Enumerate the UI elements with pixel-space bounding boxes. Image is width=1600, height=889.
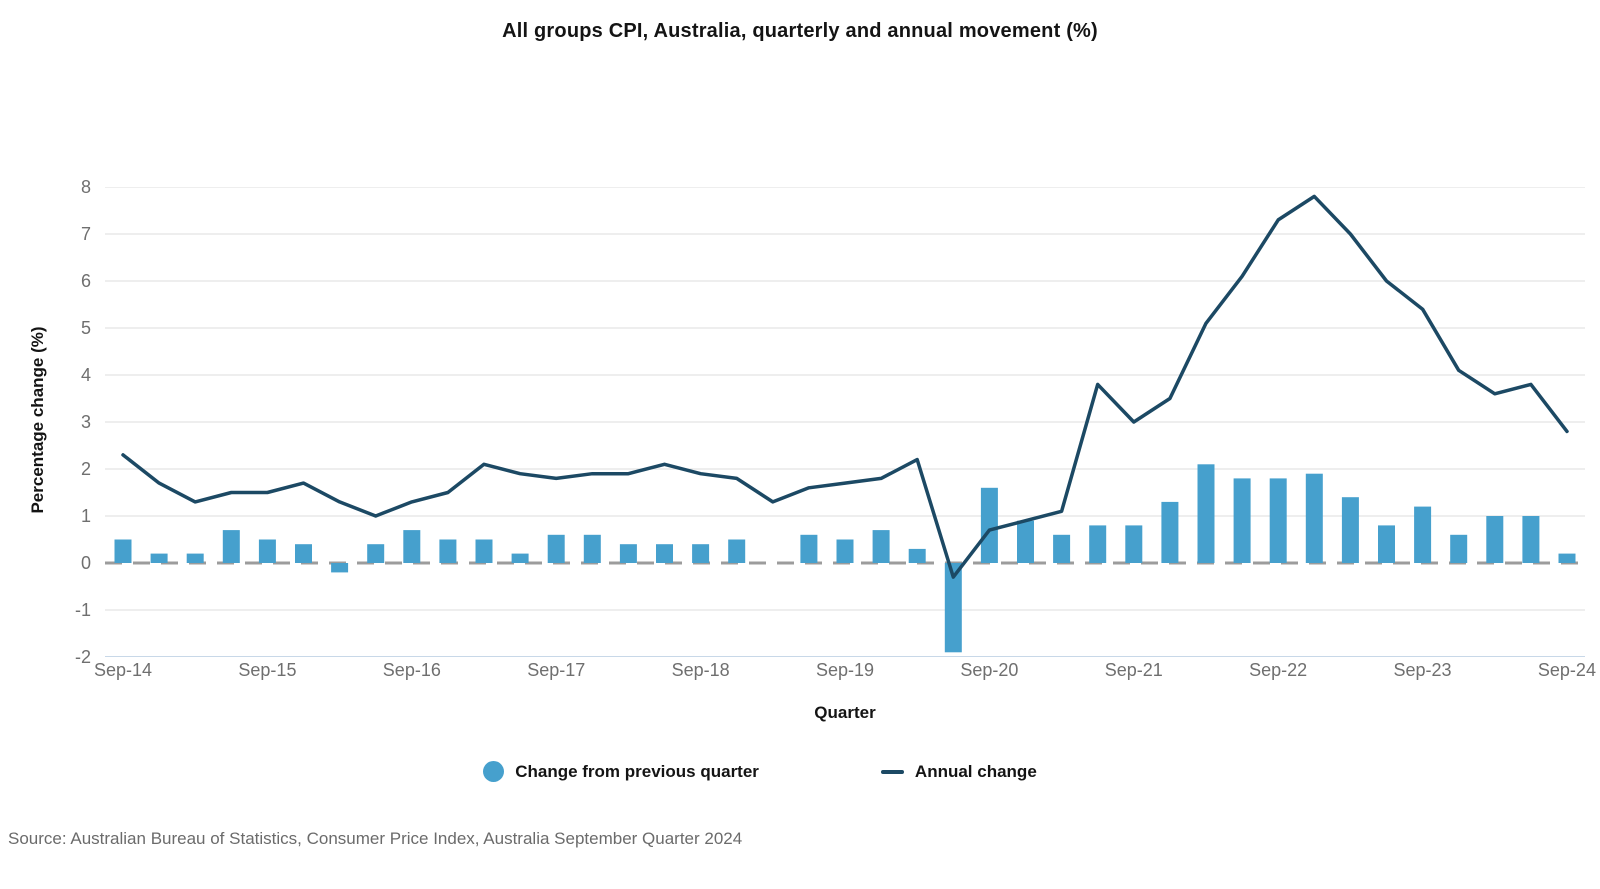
y-tick-label: 1	[80, 506, 91, 526]
quarterly-change-bar	[1378, 525, 1395, 563]
quarterly-change-bar	[1161, 501, 1179, 563]
y-tick-label: -2	[74, 647, 91, 667]
quarterly-change-bar	[1233, 478, 1251, 563]
line-series-swatch-icon	[880, 769, 904, 774]
quarterly-change-bar	[547, 534, 565, 563]
y-tick-label: 0	[80, 553, 91, 573]
quarterly-change-bar	[1125, 525, 1143, 563]
quarterly-change-bar	[367, 544, 385, 563]
y-tick-label: 4	[80, 365, 91, 385]
quarterly-change-bar	[511, 553, 529, 563]
quarterly-change-bar	[475, 539, 493, 563]
quarterly-change-bar	[331, 563, 349, 573]
y-tick-label: 3	[80, 412, 91, 432]
quarterly-change-bar	[1053, 534, 1071, 563]
quarterly-change-bar	[872, 530, 890, 563]
quarterly-change-bar	[222, 530, 240, 563]
quarterly-change-bar	[1089, 525, 1107, 563]
quarterly-change-bar	[1522, 516, 1540, 563]
x-tick-label: Sep-20	[960, 660, 1019, 680]
x-tick-label: Sep-21	[1104, 660, 1163, 680]
quarterly-change-bar	[258, 539, 276, 563]
source-note: Source: Australian Bureau of Statistics,…	[8, 829, 743, 848]
quarterly-change-bar	[656, 544, 673, 563]
annual-change-line	[121, 194, 1569, 579]
y-tick-label: -1	[74, 600, 91, 620]
quarterly-change-bar	[114, 539, 132, 563]
y-tick-label: 2	[80, 459, 91, 479]
legend-label-quarterly-change: Change from previous quarter	[515, 761, 759, 781]
quarterly-change-bar	[619, 544, 637, 563]
bar-series-swatch-icon	[483, 761, 505, 782]
quarterly-change-bar	[800, 534, 818, 563]
legend-item-quarterly-change[interactable]: Change from previous quarter	[483, 761, 759, 782]
x-tick-label: Sep-15	[238, 660, 297, 680]
quarterly-change-bar	[295, 544, 312, 563]
legend: Change from previous quarter Annual chan…	[0, 761, 1560, 782]
quarterly-change-bar	[1341, 497, 1359, 563]
x-tick-label: Sep-16	[382, 660, 441, 680]
quarterly-change-bar	[1197, 464, 1215, 563]
x-tick-label: Sep-24	[1537, 660, 1596, 680]
quarterly-change-bar	[583, 534, 601, 563]
x-tick-label: Sep-19	[815, 660, 875, 680]
chart-title: All groups CPI, Australia, quarterly and…	[502, 20, 1098, 42]
y-tick-label: 8	[80, 177, 91, 197]
quarterly-change-bar	[692, 544, 710, 563]
x-tick-label: Sep-14	[94, 660, 153, 680]
y-tick-label: 7	[80, 224, 91, 244]
quarterly-change-bar	[150, 553, 168, 563]
quarterly-change-bar	[1450, 534, 1468, 563]
x-axis-title: Quarter	[814, 703, 876, 722]
quarterly-change-bar	[980, 487, 998, 563]
quarterly-change-bar	[1269, 478, 1287, 563]
quarterly-change-bar	[1017, 520, 1034, 563]
quarterly-change-bar	[944, 563, 962, 653]
quarterly-change-bar	[1305, 473, 1323, 563]
quarterly-change-bar	[728, 539, 746, 563]
legend-item-annual-change[interactable]: Annual change	[880, 761, 1037, 782]
x-tick-label: Sep-23	[1393, 660, 1452, 680]
quarterly-change-bar	[908, 548, 926, 563]
legend-label-annual-change: Annual change	[914, 761, 1037, 781]
plot-area	[105, 187, 1585, 657]
quarterly-change-bar	[836, 539, 854, 563]
quarterly-change-bar	[1558, 553, 1576, 563]
y-tick-label: 6	[80, 271, 91, 291]
quarterly-change-bar	[1414, 506, 1432, 563]
quarterly-change-bar	[186, 553, 204, 563]
y-tick-label: 5	[80, 318, 91, 338]
quarterly-change-bar	[439, 539, 457, 563]
quarterly-change-bar	[403, 530, 421, 563]
x-tick-label: Sep-18	[671, 660, 730, 680]
quarterly-change-bar	[1486, 516, 1504, 563]
x-tick-label: Sep-22	[1249, 660, 1308, 680]
x-tick-label: Sep-17	[527, 660, 586, 680]
